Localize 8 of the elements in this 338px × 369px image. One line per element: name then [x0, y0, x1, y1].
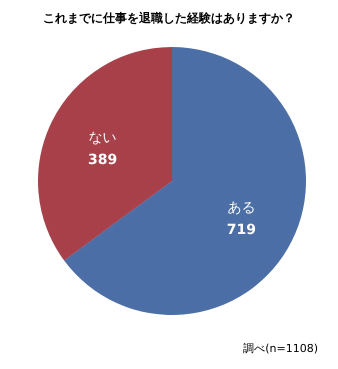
- text: 調べ(n=1108): [243, 342, 318, 355]
- pie-slice: [38, 47, 172, 260]
- chart-title: これまでに仕事を退職した経験はありますか？: [43, 11, 295, 25]
- data-label: 389: [88, 152, 118, 168]
- pie-slice: [64, 47, 306, 315]
- slice-label: ある: [227, 200, 256, 216]
- data-label: 719: [226, 222, 256, 238]
- slice-label: ない: [88, 130, 117, 146]
